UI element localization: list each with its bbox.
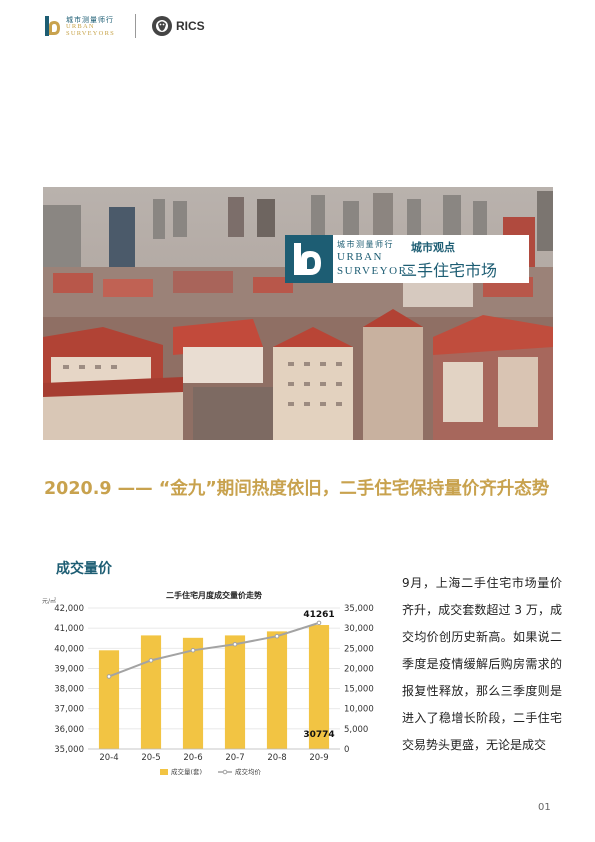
chart-left-tick-label: 39,000 — [54, 664, 84, 674]
chart-legend-bar-swatch — [160, 769, 168, 775]
chart-right-tick-label: 5,000 — [344, 725, 368, 735]
chart-left-tick-label: 42,000 — [54, 604, 84, 614]
chart-volume-data-label: 30774 — [303, 730, 334, 740]
logo-cn-text: 城市测量师行 — [66, 16, 114, 24]
chart-category-label: 20-6 — [183, 753, 202, 763]
badge-cn-text: 城市测量师行 — [337, 240, 394, 249]
chart-bar — [308, 625, 330, 749]
chart-legend-bar-label: 成交量(套) — [171, 767, 202, 776]
chart-left-tick-label: 36,000 — [54, 725, 84, 735]
badge-logo-mark-icon — [285, 235, 333, 283]
chart-price-point — [274, 633, 280, 639]
logo-en-text-1: URBAN — [66, 23, 95, 30]
chart-bar — [224, 635, 246, 749]
chart-bar — [266, 631, 288, 749]
chart-right-tick-label: 30,000 — [344, 624, 374, 634]
chart-category-label: 20-4 — [99, 753, 118, 763]
chart-category-label: 20-7 — [225, 753, 244, 763]
chart-right-tick-label: 20,000 — [344, 664, 374, 674]
report-badge: 城市测量师行 URBAN SURVEYORS 城市观点 二手住宅市场 — [285, 235, 529, 283]
body-paragraph: 9月，上海二手住宅市场量价齐升，成交套数超过 3 万，成交均价创历史新高。如果说… — [402, 576, 562, 752]
chart-legend-line-marker — [222, 769, 228, 775]
chart-price-point — [190, 648, 196, 653]
chart-price-line — [108, 621, 320, 678]
chart-category-label: 20-5 — [141, 753, 160, 763]
badge-title: 城市观点 — [411, 241, 455, 254]
chart-left-unit: 元/㎡ — [42, 597, 56, 605]
rics-lion-icon — [152, 16, 172, 36]
chart-price-point — [316, 620, 322, 626]
chart-price-point — [106, 674, 112, 679]
chart-left-tick-label: 40,000 — [54, 644, 84, 654]
chart-category-label: 20-9 — [309, 753, 328, 763]
badge-subtitle: 二手住宅市场 — [401, 261, 498, 280]
chart-bar — [140, 635, 162, 749]
chart-bar — [182, 637, 204, 749]
urban-surveyors-logo: 城市测量师行 URBAN SURVEYORS — [44, 14, 124, 38]
chart-left-tick-label: 41,000 — [54, 624, 84, 634]
chart-left-tick-label: 35,000 — [54, 745, 84, 755]
badge-en-text-2: SURVEYORS — [337, 265, 416, 277]
logo-divider — [135, 14, 136, 38]
chart-legend-line-label: 成交均价 — [235, 767, 262, 776]
chart-right-tick-label: 15,000 — [344, 685, 374, 695]
rics-logo: RICS — [151, 14, 221, 38]
chart-bar — [98, 650, 120, 749]
chart-left-tick-label: 37,000 — [54, 705, 84, 715]
urban-surveyors-logo-mark-icon — [44, 14, 62, 38]
chart-right-tick-label: 25,000 — [344, 644, 374, 654]
report-headline: 2020.9 —— “金九”期间热度依旧，二手住宅保持量价齐升态势 — [44, 479, 550, 499]
chart-category-label: 20-8 — [267, 753, 286, 763]
volume-price-chart: 二手住宅月度成交量价走势元/㎡ 35,000 36,000 37,000 38,000 3… — [40, 586, 398, 782]
chart-title: 二手住宅月度成交量价走势 — [166, 590, 262, 600]
hero-city-image: 城市测量师行 URBAN SURVEYORS 城市观点 二手住宅市场 — [43, 187, 553, 440]
city-skyline-illustration — [43, 187, 553, 440]
chart-right-tick-label: 35,000 — [344, 604, 374, 614]
page-number: 01 — [538, 802, 551, 813]
chart-price-data-label: 41261 — [303, 610, 334, 620]
chart-price-point — [148, 658, 154, 663]
chart-right-tick-label: 0 — [344, 745, 349, 755]
logo-en-text-2: SURVEYORS — [66, 30, 115, 37]
chart-price-point — [232, 641, 238, 647]
rics-text: RICS — [176, 19, 205, 33]
badge-en-text-1: URBAN — [337, 251, 384, 263]
chart-left-tick-label: 38,000 — [54, 685, 84, 695]
chart-right-tick-label: 10,000 — [344, 705, 374, 715]
section-title: 成交量价 — [56, 561, 112, 577]
